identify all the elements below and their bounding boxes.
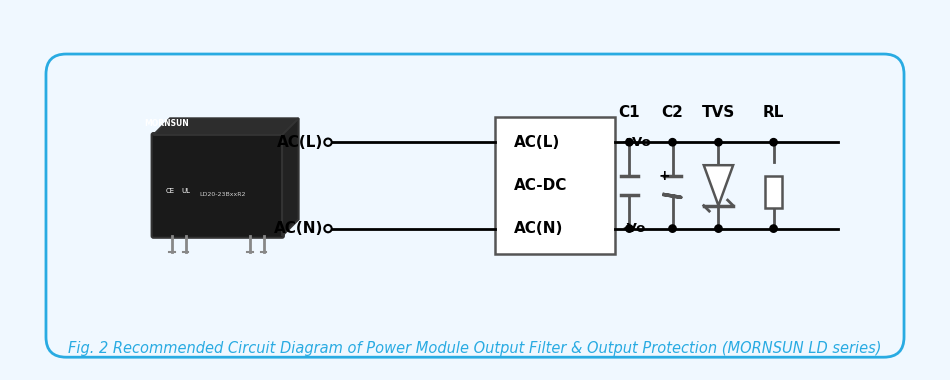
Text: +: +	[658, 169, 671, 183]
Text: LD20-23BxxR2: LD20-23BxxR2	[200, 192, 246, 197]
Text: +Vo: +Vo	[622, 136, 652, 149]
Circle shape	[714, 225, 722, 232]
Polygon shape	[704, 165, 733, 206]
Text: AC(L): AC(L)	[514, 135, 560, 150]
Text: RL: RL	[763, 105, 785, 119]
Text: AC(N): AC(N)	[274, 221, 323, 236]
Text: AC(N): AC(N)	[514, 221, 563, 236]
Text: AC(L): AC(L)	[277, 135, 323, 150]
Circle shape	[714, 139, 722, 146]
Text: Fig. 2 Recommended Circuit Diagram of Power Module Output Filter & Output Protec: Fig. 2 Recommended Circuit Diagram of Po…	[68, 340, 882, 356]
Text: -Vo: -Vo	[622, 222, 645, 235]
Circle shape	[669, 225, 676, 232]
Bar	[495, 117, 615, 254]
Text: UL: UL	[181, 188, 190, 194]
Text: C2: C2	[661, 105, 683, 119]
Circle shape	[770, 225, 777, 232]
Polygon shape	[282, 118, 298, 236]
Bar	[766, 176, 782, 208]
Circle shape	[626, 225, 633, 232]
Text: C1: C1	[618, 105, 640, 119]
Circle shape	[626, 139, 633, 146]
Text: MORNSUN: MORNSUN	[144, 119, 189, 128]
FancyBboxPatch shape	[152, 133, 284, 238]
Circle shape	[669, 139, 676, 146]
Text: TVS: TVS	[702, 105, 735, 119]
Circle shape	[770, 139, 777, 146]
FancyBboxPatch shape	[46, 54, 904, 357]
Text: AC-DC: AC-DC	[514, 178, 567, 193]
Polygon shape	[154, 118, 298, 135]
Text: CE: CE	[165, 188, 175, 194]
